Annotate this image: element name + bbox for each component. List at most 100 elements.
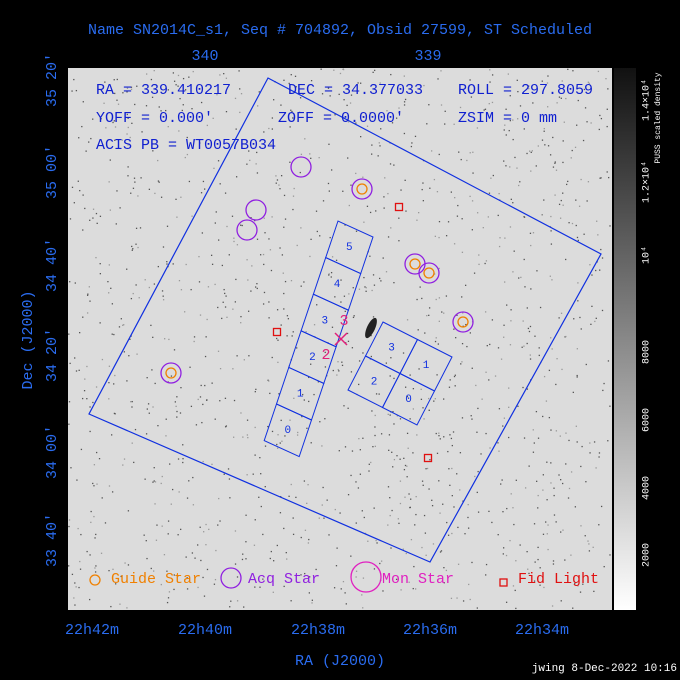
noise-dot: [352, 287, 354, 289]
noise-dot: [585, 363, 587, 366]
noise-dot: [580, 465, 582, 468]
noise-dot: [368, 463, 370, 465]
noise-dot: [535, 165, 537, 167]
noise-dot: [389, 375, 391, 377]
noise-dot: [324, 366, 327, 368]
noise-dot: [283, 585, 285, 588]
noise-dot: [119, 207, 121, 209]
noise-dot: [526, 307, 528, 309]
noise-dot: [412, 452, 414, 454]
noise-dot: [586, 121, 588, 123]
noise-dot: [541, 139, 544, 141]
noise-dot: [447, 450, 449, 453]
noise-dot: [558, 474, 560, 476]
noise-dot: [217, 239, 220, 241]
noise-dot: [282, 272, 284, 274]
noise-dot: [297, 431, 299, 434]
noise-dot: [515, 560, 517, 562]
noise-dot: [609, 225, 611, 227]
noise-dot: [598, 524, 600, 526]
noise-dot: [517, 118, 519, 120]
noise-dot: [488, 192, 491, 194]
noise-dot: [498, 450, 500, 452]
noise-dot: [345, 603, 347, 605]
noise-dot: [292, 208, 294, 211]
noise-dot: [213, 583, 216, 585]
noise-dot: [423, 84, 425, 87]
noise-dot: [550, 243, 553, 245]
noise-dot: [254, 519, 256, 521]
noise-dot: [411, 142, 413, 144]
noise-dot: [131, 122, 133, 124]
noise-dot: [537, 546, 539, 549]
noise-dot: [543, 375, 546, 378]
noise-dot: [467, 516, 469, 519]
noise-dot: [279, 512, 282, 514]
noise-dot: [279, 247, 281, 249]
noise-dot: [225, 110, 228, 113]
noise-dot: [519, 544, 521, 546]
noise-dot: [476, 212, 479, 214]
noise-dot: [198, 281, 201, 283]
noise-dot: [424, 532, 427, 534]
noise-dot: [471, 200, 474, 202]
noise-dot: [251, 265, 253, 267]
noise-dot: [453, 506, 455, 508]
noise-dot: [108, 569, 110, 572]
noise-dot: [182, 444, 184, 446]
noise-dot: [278, 393, 280, 395]
noise-dot: [264, 445, 267, 447]
noise-dot: [362, 577, 365, 579]
noise-dot: [246, 259, 248, 261]
noise-dot: [177, 85, 179, 87]
noise-dot: [230, 600, 232, 602]
noise-dot: [528, 150, 531, 152]
noise-dot: [508, 406, 510, 408]
chip-mark: 2: [321, 347, 330, 364]
noise-dot: [556, 102, 558, 104]
noise-dot: [451, 495, 453, 497]
noise-dot: [501, 479, 503, 481]
noise-dot: [456, 314, 458, 316]
noise-dot: [341, 364, 344, 367]
noise-dot: [351, 347, 354, 349]
noise-dot: [526, 342, 528, 345]
noise-dot: [514, 156, 516, 159]
noise-dot: [600, 117, 603, 120]
left-label: 34 40': [44, 238, 61, 292]
noise-dot: [143, 534, 145, 536]
left-label: 34 00': [44, 425, 61, 479]
bottom-label: 22h36m: [403, 622, 457, 639]
noise-dot: [362, 352, 364, 354]
noise-dot: [246, 474, 248, 476]
chip-label: 0: [405, 394, 412, 406]
noise-dot: [584, 107, 587, 109]
noise-dot: [528, 330, 531, 333]
noise-dot: [436, 374, 438, 376]
noise-dot: [146, 73, 148, 75]
noise-dot: [390, 227, 392, 229]
chip-label: 2: [371, 377, 378, 389]
noise-dot: [139, 227, 142, 229]
noise-dot: [82, 194, 84, 196]
chip-label: 1: [423, 360, 430, 372]
noise-dot: [529, 358, 532, 360]
noise-dot: [489, 343, 491, 346]
noise-dot: [518, 184, 520, 187]
noise-dot: [329, 95, 331, 97]
noise-dot: [75, 586, 77, 588]
noise-dot: [587, 81, 590, 83]
noise-dot: [136, 85, 138, 87]
noise-dot: [574, 506, 577, 508]
noise-dot: [193, 340, 195, 343]
noise-dot: [271, 356, 273, 359]
noise-dot: [113, 412, 116, 415]
noise-dot: [300, 285, 302, 287]
noise-dot: [75, 89, 78, 92]
noise-dot: [326, 499, 328, 501]
noise-dot: [307, 542, 310, 544]
noise-dot: [290, 74, 292, 76]
noise-dot: [163, 554, 166, 556]
noise-dot: [113, 120, 115, 122]
noise-dot: [512, 271, 514, 273]
